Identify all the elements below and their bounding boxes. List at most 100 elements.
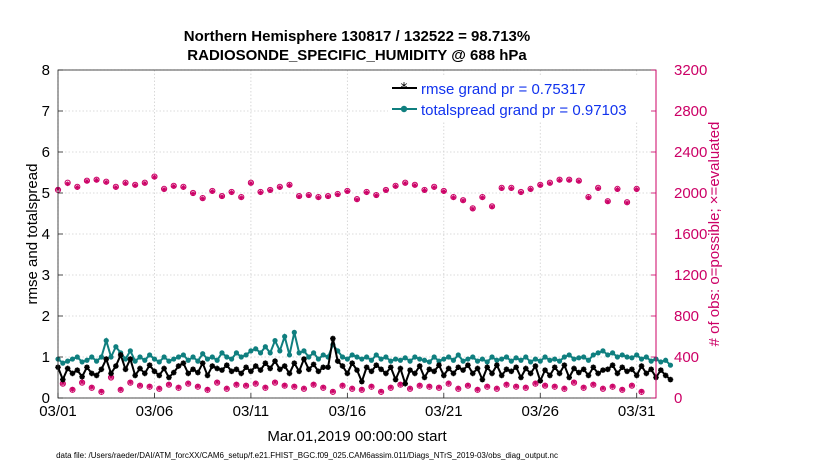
obs-evaluated-point	[301, 385, 307, 391]
spread-point	[629, 355, 635, 361]
rmse-point	[190, 366, 196, 373]
obs-evaluated-point	[118, 386, 124, 392]
spread-point	[426, 359, 432, 365]
spread-point	[306, 354, 312, 360]
spread-point	[310, 350, 317, 356]
obs-evaluated-point	[185, 380, 191, 386]
obs-evaluated-point	[441, 189, 447, 194]
rmse-point	[146, 362, 153, 368]
obs-evaluated-point	[484, 383, 490, 389]
spread-point	[421, 357, 428, 363]
spread-point	[455, 352, 461, 358]
left-y-tick-label: 3	[42, 267, 50, 284]
rmse-point	[498, 372, 505, 379]
rmse-point	[151, 368, 158, 375]
rmse-point	[436, 362, 442, 368]
spread-point	[108, 354, 114, 360]
right-y-tick-label: 400	[674, 349, 699, 366]
spread-point	[257, 350, 264, 356]
spread-point	[219, 350, 225, 356]
spread-point	[552, 356, 558, 362]
obs-evaluated-point	[243, 382, 249, 388]
spread-point	[272, 338, 278, 344]
obs-evaluated-point	[65, 181, 71, 187]
spread-point	[537, 358, 543, 364]
spread-point	[156, 359, 162, 365]
obs-evaluated-point	[99, 388, 104, 394]
obs-evaluated-point	[508, 185, 514, 191]
right-y-tick-label: 1200	[674, 267, 707, 284]
spread-point	[436, 358, 442, 364]
spread-point	[513, 355, 519, 361]
obs-evaluated-point	[214, 379, 220, 385]
rmse-point	[257, 367, 264, 373]
obs-evaluated-point	[595, 185, 601, 191]
spread-point	[175, 354, 182, 360]
obs-evaluated-point	[600, 385, 606, 391]
rmse-point	[595, 370, 601, 377]
rmse-point	[170, 369, 177, 376]
left-y-axis-ticks: 0 1 2 3 4 5 6 7 8	[42, 62, 63, 407]
obs-evaluated-point	[70, 386, 75, 392]
spread-point	[267, 350, 273, 356]
obs-evaluated-point	[60, 380, 66, 386]
rmse-point	[527, 370, 534, 377]
spread-point	[127, 348, 133, 354]
obs-evaluated-point	[542, 382, 548, 388]
rmse-point	[122, 366, 129, 373]
rmse-point	[103, 356, 110, 362]
rmse-point	[402, 380, 409, 387]
spread-point	[494, 357, 500, 363]
right-y-tick-label: 1600	[674, 226, 707, 243]
obs-evaluated-point	[629, 382, 635, 388]
obs-evaluated-point	[586, 195, 591, 201]
rmse-point	[373, 362, 380, 368]
obs-evaluated-point	[624, 200, 630, 206]
obs-evaluated-point	[209, 189, 215, 194]
obs-evaluated-point	[156, 385, 162, 391]
legend-rmse-label: rmse grand pr = 0.75317	[421, 81, 586, 98]
obs-evaluated-point	[354, 197, 360, 203]
spread-point	[166, 358, 172, 364]
rmse-point	[252, 363, 259, 369]
obs-evaluated-point	[234, 381, 239, 387]
rmse-point	[537, 377, 544, 384]
obs-evaluated-point	[267, 188, 273, 193]
obs-evaluated-point	[127, 379, 133, 385]
rmse-point	[445, 365, 452, 372]
obs-evaluated-point	[615, 187, 620, 192]
obs-evaluated-point	[94, 177, 99, 183]
obs-evaluated-point	[171, 183, 177, 189]
obs-evaluated-point	[398, 381, 403, 387]
obs-evaluated-point	[79, 379, 85, 385]
rmse-point	[310, 361, 317, 368]
spread-point	[600, 348, 606, 354]
obs-evaluated-point	[316, 195, 321, 201]
spread-point	[412, 354, 418, 360]
rmse-point	[633, 372, 640, 379]
obs-evaluated-point	[552, 383, 558, 389]
obs-evaluated-point	[195, 383, 201, 389]
obs-evaluated-point	[113, 184, 119, 190]
rmse-point	[277, 366, 283, 373]
rmse-point	[614, 370, 621, 377]
rmse-point	[624, 368, 630, 375]
left-y-tick-label: 7	[42, 103, 50, 120]
rmse-point	[195, 369, 201, 376]
rmse-point	[469, 370, 476, 377]
obs-evaluated-point	[103, 179, 109, 185]
x-axis-ticks: 03/01 03/06 03/11 03/16 03/21 03/26 03/31	[39, 393, 655, 420]
obs-evaluated-point	[161, 187, 167, 192]
obs-evaluated-point	[422, 188, 427, 193]
chart-title-line2: RADIOSONDE_SPECIFIC_HUMIDITY @ 688 hPa	[187, 47, 527, 64]
rmse-point	[455, 364, 462, 371]
left-y-tick-label: 0	[42, 390, 50, 407]
rmse-point	[98, 366, 105, 373]
obs-evaluated-point	[205, 386, 210, 392]
rmse-point	[132, 372, 138, 379]
rmse-point	[368, 368, 375, 375]
rmse-point	[397, 365, 404, 372]
spread-point	[142, 357, 148, 363]
left-y-tick-label: 5	[42, 185, 50, 202]
obs-evaluated-point	[455, 385, 461, 391]
